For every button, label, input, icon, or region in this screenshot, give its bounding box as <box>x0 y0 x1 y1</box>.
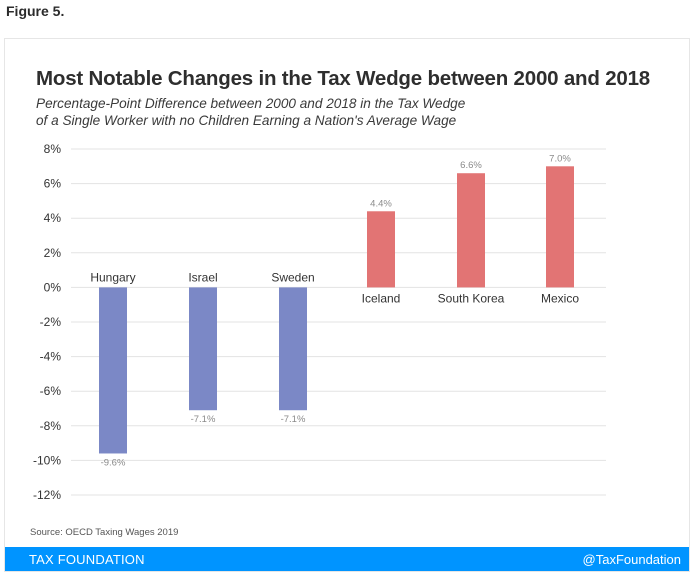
y-tick-label: 2% <box>44 246 62 260</box>
data-label: 7.0% <box>549 153 571 164</box>
bar <box>546 166 574 288</box>
y-tick-label: -10% <box>33 453 61 467</box>
data-label: -9.6% <box>101 457 126 468</box>
y-tick-label: -2% <box>40 315 62 329</box>
category-label: Hungary <box>90 270 135 284</box>
chart-subtitle-line2: of a Single Worker with no Children Earn… <box>36 113 457 128</box>
bar <box>189 287 217 411</box>
category-label: Israel <box>188 270 217 284</box>
category-label: South Korea <box>438 291 505 305</box>
bar <box>367 211 395 288</box>
bar-chart: 8% 6% 4% 2% 0% -2% -4% -6% -8% -10% -12% Hungary -9.… <box>33 142 606 502</box>
category-label: Sweden <box>271 270 314 284</box>
data-label: 6.6% <box>460 160 482 171</box>
category-label: Iceland <box>362 291 401 305</box>
bar <box>99 287 127 454</box>
y-tick-label: 0% <box>44 280 62 294</box>
y-tick-label: -4% <box>40 350 62 364</box>
y-tick-label: -12% <box>33 488 61 502</box>
bar <box>457 173 485 288</box>
data-label: -7.1% <box>281 414 306 425</box>
chart-card: Most Notable Changes in the Tax Wedge be… <box>4 38 690 572</box>
footer-handle: @TaxFoundation <box>582 551 681 567</box>
y-tick-label: -8% <box>40 419 62 433</box>
footer-bar: TAX FOUNDATION @TaxFoundation <box>5 547 689 571</box>
footer-brand: TAX FOUNDATION <box>29 551 145 567</box>
y-tick-label: 6% <box>44 177 62 191</box>
data-label: -7.1% <box>191 414 216 425</box>
bar <box>279 287 307 411</box>
category-label: Mexico <box>541 291 579 305</box>
y-tick-label: 8% <box>44 142 62 156</box>
chart-subtitle: Percentage-Point Difference between 2000… <box>36 95 465 129</box>
chart-subtitle-line1: Percentage-Point Difference between 2000… <box>36 96 466 111</box>
y-tick-label: -6% <box>40 384 62 398</box>
y-tick-label: 4% <box>44 211 62 225</box>
chart-title: Most Notable Changes in the Tax Wedge be… <box>36 67 651 90</box>
figure-label: Figure 5. <box>6 3 65 19</box>
data-label: 4.4% <box>370 198 392 209</box>
source-note: Source: OECD Taxing Wages 2019 <box>30 527 179 538</box>
